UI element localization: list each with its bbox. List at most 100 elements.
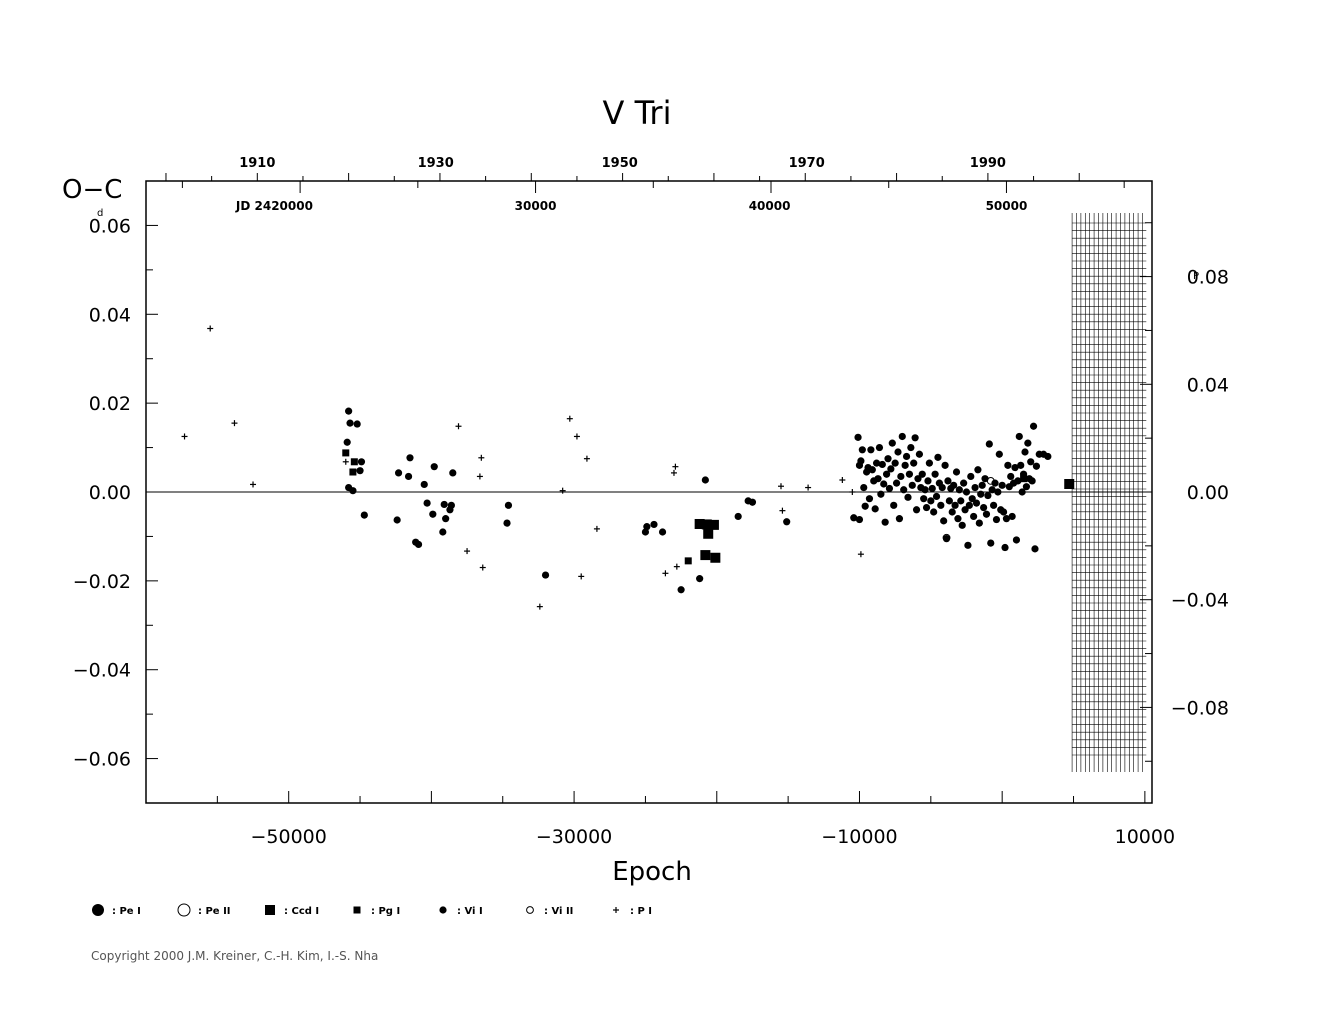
point-vi-i [541, 571, 550, 579]
y-tick-label: −0.06 [73, 749, 131, 771]
point-vi-i [895, 515, 904, 523]
jd-label: JD 2420000 [235, 199, 313, 213]
point-vi-i [987, 539, 995, 547]
point-vi-i [921, 486, 929, 494]
point-vi-i [854, 433, 862, 441]
point-vi-i [988, 486, 996, 494]
point-vi-i [871, 505, 879, 513]
point-vi-i [677, 586, 685, 594]
legend-marker [177, 903, 191, 917]
legend-marker [92, 904, 104, 916]
point-vi-i [975, 519, 983, 527]
point-vi-i [905, 470, 914, 478]
y-tick-label: 0.02 [89, 393, 131, 415]
point-vi-i [394, 469, 403, 477]
point-vi-i [901, 461, 909, 469]
right-y-tick-label: −0.08 [1171, 697, 1229, 719]
point-vi-i [950, 481, 958, 489]
point-vi-i [345, 407, 353, 415]
point-vi-i [1031, 545, 1039, 553]
point-vi-i [885, 484, 894, 493]
point-vi-i [915, 450, 924, 458]
right-y-tick-label: 0.00 [1187, 482, 1229, 504]
point-ccd-i [694, 518, 705, 529]
point-vi-i [958, 521, 966, 529]
point-vi-i [992, 515, 1001, 524]
point-vi-i [942, 535, 951, 543]
point-vi-i [911, 434, 919, 442]
point-vi-i [982, 510, 991, 518]
point-vi-i [970, 512, 978, 521]
point-vi-i [890, 501, 898, 509]
point-p-i [777, 483, 784, 490]
point-vi-i [1011, 463, 1019, 472]
point-vi-i [1002, 515, 1011, 523]
point-ccd-i [1064, 479, 1075, 490]
point-p-i [231, 420, 238, 427]
point-vi-i [1018, 488, 1026, 496]
point-vi-i [440, 500, 448, 509]
point-vi-i [907, 443, 915, 452]
x-tick-label: 10000 [1115, 826, 1175, 848]
point-vi-i [734, 512, 742, 521]
point-vi-i [423, 499, 431, 507]
point-p-i [478, 454, 485, 461]
point-vi-i [887, 465, 895, 473]
point-vi-i [429, 510, 437, 518]
point-vi-i [850, 514, 858, 522]
point-p-i [849, 489, 856, 495]
point-p-i [464, 548, 471, 555]
point-vi-i [1021, 448, 1029, 456]
year-label: 1970 [789, 156, 825, 171]
point-vi-i [937, 501, 945, 509]
point-vi-i [981, 475, 989, 483]
point-vi-i [1028, 477, 1036, 485]
point-vi-i [972, 499, 981, 507]
year-label: 1950 [602, 156, 638, 171]
point-pg-i [684, 557, 692, 565]
point-vi-i [954, 515, 962, 523]
y-tick-label: 0.00 [89, 482, 131, 504]
y-axis-label: O−C [62, 175, 122, 205]
point-vi-i [872, 459, 881, 467]
point-vi-i [865, 495, 874, 503]
point-vi-i [406, 454, 414, 462]
point-vi-i [902, 452, 911, 461]
point-vi-i [962, 488, 971, 496]
legend-label: : Pe I [112, 906, 141, 917]
point-vi-i [944, 477, 952, 485]
point-vi-i [442, 515, 450, 523]
chart-title: V Tri [603, 94, 672, 132]
legend-label: : Ccd I [284, 906, 319, 917]
point-vi-i [414, 540, 423, 549]
point-p-i [476, 473, 483, 480]
point-vi-i [922, 503, 931, 512]
point-vi-i [967, 472, 975, 481]
point-p-i [805, 484, 812, 491]
point-vi-i [904, 493, 912, 501]
point-ccd-i [700, 550, 711, 561]
point-vi-i [932, 492, 941, 501]
y-tick-label: −0.02 [73, 571, 131, 593]
point-vi-i [888, 439, 896, 447]
legend-marker [613, 907, 619, 913]
point-vi-i [960, 479, 968, 487]
point-vi-i [857, 457, 865, 465]
point-pg-i [342, 449, 350, 457]
right-y-tick-label: 0.08 [1187, 267, 1229, 289]
point-vi-i [1024, 439, 1032, 447]
right-y-tick-label: −0.04 [1171, 590, 1229, 612]
year-label: 1990 [970, 156, 1006, 171]
year-label: 1930 [418, 156, 454, 171]
point-vi-i [878, 460, 886, 469]
point-ccd-i [701, 519, 712, 530]
y-tick-label: 0.04 [89, 304, 131, 326]
point-p-i [181, 433, 188, 440]
axis-ticks [146, 173, 1152, 803]
point-vi-i [927, 497, 935, 505]
legend-label: : Pg I [371, 906, 400, 917]
point-p-i [566, 415, 573, 422]
point-vi-i [877, 490, 885, 498]
point-vi-i [1032, 462, 1041, 470]
point-vi-i [980, 503, 988, 512]
